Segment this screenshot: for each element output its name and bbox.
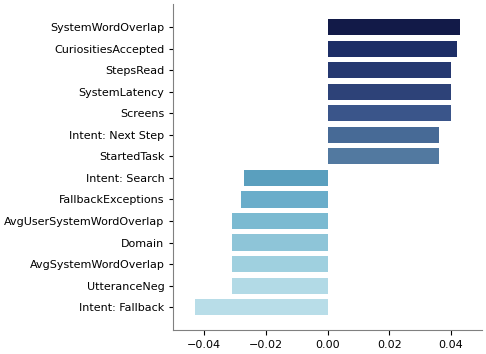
Bar	[328, 148, 439, 165]
Bar	[241, 192, 328, 207]
Bar	[232, 256, 328, 272]
Bar	[232, 234, 328, 251]
Bar	[195, 299, 328, 315]
Bar	[328, 105, 451, 121]
Bar	[232, 213, 328, 229]
Bar	[328, 127, 439, 143]
Bar	[244, 170, 328, 186]
Bar	[328, 19, 460, 35]
Bar	[328, 62, 451, 78]
Bar	[328, 84, 451, 100]
Bar	[232, 278, 328, 294]
Bar	[328, 40, 457, 57]
